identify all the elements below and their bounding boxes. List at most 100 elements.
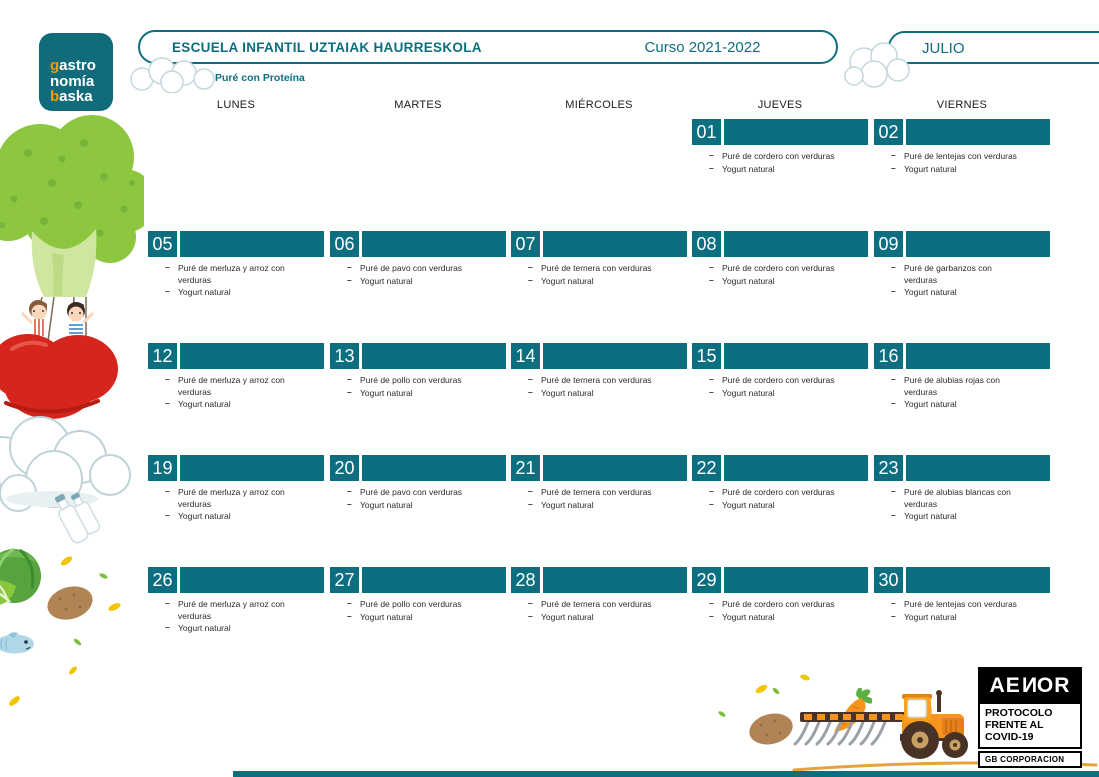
day-bar: 27 xyxy=(330,567,506,593)
date-number: 21 xyxy=(511,455,540,481)
date-number: 09 xyxy=(874,231,903,257)
cloud-icon xyxy=(844,42,910,88)
date-number: 29 xyxy=(692,567,721,593)
date-bar xyxy=(180,231,324,257)
dash-bullet: – xyxy=(528,262,533,272)
date-number: 02 xyxy=(874,119,903,145)
date-bar xyxy=(362,455,506,481)
day-bar: 21 xyxy=(511,455,687,481)
menu-item: – Yogurt natural xyxy=(347,499,480,512)
date-number: 06 xyxy=(330,231,359,257)
menu-item: – Yogurt natural xyxy=(347,274,480,288)
day-bar: 16 xyxy=(874,343,1050,369)
menu-list: – Puré de alubias blancas con verduras – Yo… xyxy=(891,486,1027,524)
menu-item: – Puré de alubias rojas con verduras xyxy=(891,374,1024,398)
menu-item-text: Yogurt natural xyxy=(722,611,775,622)
date-number: 27 xyxy=(330,567,359,593)
menu-item: – Puré de cordero con verduras xyxy=(709,150,842,163)
menu-item-text: Yogurt natural xyxy=(360,275,413,286)
menu-item: – Yogurt natural xyxy=(891,162,1024,176)
menu-item-text: Puré de cordero con verduras xyxy=(722,151,835,161)
menu-item-text: Yogurt natural xyxy=(904,611,957,622)
day-bar: 22 xyxy=(692,455,868,481)
day-cell-06: 06 – Puré de pavo con verduras – Yogurt nat… xyxy=(330,231,506,336)
day-cell-07: 07 – Puré de ternera con verduras – Yogurt … xyxy=(511,231,687,336)
seed-icon xyxy=(771,686,781,696)
boy-figure xyxy=(67,302,95,337)
day-bar: 26 xyxy=(148,567,324,593)
menu-item: – Yogurt natural xyxy=(165,510,298,523)
menu-item: – Yogurt natural xyxy=(709,163,842,176)
covid-protocol-label: PROTOCOLO FRENTE AL COVID-19 xyxy=(978,704,1082,749)
menu-item: – Yogurt natural xyxy=(891,611,1024,624)
dash-bullet: – xyxy=(347,274,352,285)
menu-list: – Puré de merluza y arroz con verduras – Yo… xyxy=(165,486,301,524)
dash-bullet: – xyxy=(709,262,714,272)
menu-item-text: Puré de pollo con verduras xyxy=(360,599,462,609)
dash-bullet: – xyxy=(891,510,896,520)
menu-item-text: Yogurt natural xyxy=(722,499,775,510)
dash-bullet: – xyxy=(891,286,896,296)
menu-item-text: Yogurt natural xyxy=(904,399,957,409)
dash-bullet: – xyxy=(709,486,714,496)
dash-bullet: – xyxy=(347,386,352,397)
menu-item-text: Puré de cordero con verduras xyxy=(722,599,835,609)
day-cell-14: 14 – Puré de ternera con verduras – Yogurt … xyxy=(511,343,687,448)
course-label: Curso 2021-2022 xyxy=(644,39,761,56)
menu-type-label: Puré con Proteína xyxy=(215,72,305,84)
dash-bullet: – xyxy=(709,374,714,384)
day-cell-09: 09 – Puré de garbanzos con verduras – Yogur… xyxy=(874,231,1050,336)
gastronomia-baska-logo: gastro nomía baska xyxy=(39,33,113,111)
seed-icon xyxy=(107,601,122,613)
date-bar xyxy=(362,343,506,369)
date-bar xyxy=(180,455,324,481)
day-cell-28: 28 – Puré de ternera con verduras – Yogurt … xyxy=(511,567,687,672)
dash-bullet: – xyxy=(165,286,170,296)
dash-bullet: – xyxy=(165,510,170,520)
month-label: JULIO xyxy=(922,40,965,57)
dash-bullet: – xyxy=(528,486,533,496)
menu-item: – Puré de cordero con verduras xyxy=(709,598,842,611)
day-bar: 06 xyxy=(330,231,506,257)
menu-item: – Yogurt natural xyxy=(891,398,1024,411)
dash-bullet: – xyxy=(709,498,714,509)
tomato xyxy=(0,334,118,419)
date-bar xyxy=(362,231,506,257)
day-bar: 28 xyxy=(511,567,687,593)
menu-item-text: Yogurt natural xyxy=(904,287,957,297)
menu-item: – Yogurt natural xyxy=(165,398,298,411)
menu-item: – Yogurt natural xyxy=(891,286,1024,299)
dash-bullet: – xyxy=(891,162,896,173)
menu-item: – Puré de merluza y arroz con verduras xyxy=(165,374,298,398)
menu-item: – Puré de cordero con verduras xyxy=(709,262,842,275)
milk-bottles-illustration xyxy=(54,492,101,544)
menu-list: – Puré de cordero con verduras – Yogurt nat… xyxy=(709,598,845,624)
girl-figure xyxy=(20,300,47,336)
menu-item-text: Yogurt natural xyxy=(178,399,231,409)
menu-item: – Yogurt natural xyxy=(528,499,661,512)
menu-list: – Puré de cordero con verduras – Yogurt nat… xyxy=(709,374,845,400)
dash-bullet: – xyxy=(165,622,170,632)
day-bar: 23 xyxy=(874,455,1050,481)
day-cell-30: 30 – Puré de lentejas con verduras – Yogurt… xyxy=(874,567,1050,672)
menu-list: – Puré de pollo con verduras – Yogurt natur… xyxy=(347,374,483,400)
date-bar xyxy=(906,343,1050,369)
seed-icon xyxy=(7,694,22,708)
menu-item: – Puré de ternera con verduras xyxy=(528,598,661,611)
date-number: 07 xyxy=(511,231,540,257)
dash-bullet: – xyxy=(528,610,533,621)
menu-item-text: Puré de garbanzos con verduras xyxy=(904,263,992,285)
day-cell-12: 12 – Puré de merluza y arroz con verduras… xyxy=(148,343,324,448)
date-number: 28 xyxy=(511,567,540,593)
menu-item-text: Yogurt natural xyxy=(178,511,231,521)
menu-item: – Puré de ternera con verduras xyxy=(528,262,661,275)
day-bar: 07 xyxy=(511,231,687,257)
dash-bullet: – xyxy=(347,610,352,621)
dash-bullet: – xyxy=(709,598,714,608)
cloud-icon xyxy=(130,57,215,93)
tractor-and-rake-illustration xyxy=(793,690,968,759)
menu-item: – Puré de pavo con verduras xyxy=(347,486,480,499)
day-bar: 20 xyxy=(330,455,506,481)
menu-item: – Yogurt natural xyxy=(165,286,298,299)
